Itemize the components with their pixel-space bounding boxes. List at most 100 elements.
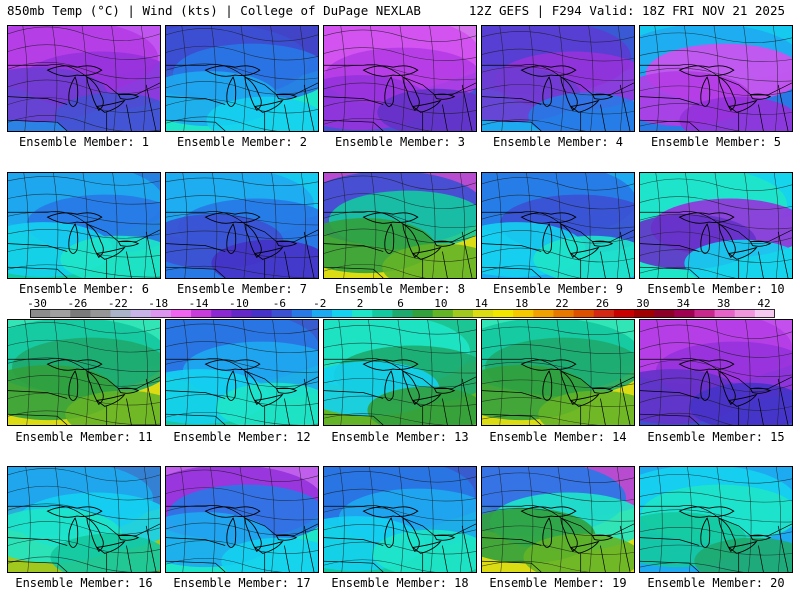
- wind-streamline: [430, 173, 436, 278]
- colorbar-swatch: [553, 309, 575, 318]
- wind-streamline: [617, 26, 624, 131]
- wind-streamline: [482, 247, 634, 263]
- great-lakes-outline: [253, 246, 284, 260]
- great-lakes-outline: [718, 370, 736, 406]
- ensemble-member-label: Ensemble Member: 9: [492, 282, 624, 296]
- wind-streamline: [166, 394, 318, 406]
- political-border: [324, 537, 424, 572]
- great-lakes-outline: [569, 246, 600, 260]
- wind-streamline: [8, 410, 160, 425]
- great-lakes-outline: [86, 76, 104, 112]
- political-border: [324, 505, 476, 537]
- colorbar-swatch: [352, 309, 373, 318]
- political-border: [482, 390, 582, 425]
- wind-streamline: [8, 26, 160, 41]
- political-border: [166, 231, 315, 278]
- wind-streamline: [772, 26, 779, 131]
- great-lakes-outline: [117, 387, 140, 394]
- ensemble-member-label: Ensemble Member: 16: [15, 576, 153, 590]
- colorbar-tick-label: 10: [434, 297, 448, 310]
- great-lakes-outline: [700, 223, 711, 254]
- ensemble-member-map: [481, 172, 635, 279]
- wind-streamline: [301, 320, 308, 425]
- political-border: [640, 84, 789, 131]
- ensemble-member-label: Ensemble Member: 1: [18, 135, 150, 149]
- political-border: [482, 243, 582, 278]
- wind-streamline: [166, 81, 318, 95]
- ensemble-member-label: Ensemble Member: 11: [15, 430, 153, 444]
- great-lakes-outline: [718, 76, 736, 112]
- wind-streamline: [166, 212, 318, 226]
- ensemble-member-label: Ensemble Member: 12: [173, 430, 311, 444]
- great-lakes-outline: [520, 359, 577, 371]
- political-border: [482, 231, 631, 278]
- great-lakes-outline: [591, 534, 614, 541]
- colorbar-swatch: [714, 309, 736, 318]
- wind-streamline: [656, 320, 662, 425]
- great-lakes-outline: [46, 359, 103, 371]
- wind-streamline: [640, 562, 744, 572]
- political-border: [324, 390, 424, 425]
- political-border: [482, 537, 582, 572]
- wind-streamline: [271, 173, 277, 278]
- wind-streamline: [8, 193, 160, 205]
- colorbar-tick-label: 6: [397, 297, 404, 310]
- great-lakes-outline: [95, 540, 126, 554]
- wind-streamline: [482, 48, 634, 62]
- political-border: [324, 378, 473, 425]
- political-border: [166, 96, 266, 131]
- wind-streamline: [526, 173, 532, 278]
- colorbar-swatch: [372, 309, 394, 318]
- wind-streamline: [83, 320, 89, 425]
- wind-streamline: [339, 467, 345, 572]
- wind-streamline: [640, 85, 792, 96]
- ensemble-member-map: [165, 466, 319, 573]
- political-border: [482, 64, 634, 96]
- wind-streamline: [166, 323, 318, 334]
- wind-streamline: [457, 467, 464, 572]
- political-border: [8, 390, 108, 425]
- wind-streamline: [615, 320, 622, 425]
- great-lakes-outline: [244, 223, 262, 259]
- wind-streamline: [299, 26, 306, 131]
- wind-streamline: [456, 320, 463, 425]
- wind-streamline: [745, 320, 751, 425]
- political-border: [640, 505, 792, 537]
- wind-streamline: [687, 467, 693, 572]
- great-lakes-outline: [569, 99, 600, 113]
- wind-streamline: [527, 320, 533, 425]
- colorbar-tick-label: -26: [67, 297, 88, 310]
- colorbar-tick-label: 22: [555, 297, 569, 310]
- wind-streamline: [399, 26, 405, 131]
- wind-streamline: [8, 339, 160, 353]
- wind-streamline: [113, 320, 119, 425]
- wind-streamline: [640, 178, 792, 191]
- wind-streamline: [528, 467, 534, 572]
- wind-streamline: [23, 173, 29, 278]
- ensemble-member-map: [639, 172, 793, 279]
- temperature-shading: [65, 390, 160, 425]
- colorbar-swatch: [593, 309, 615, 318]
- political-border: [166, 243, 266, 278]
- wind-streamline: [324, 246, 476, 262]
- great-lakes-outline: [560, 76, 578, 112]
- ensemble-member-label: Ensemble Member: 18: [331, 576, 469, 590]
- colorbar-swatch: [130, 309, 152, 318]
- great-lakes-outline: [244, 517, 262, 553]
- wind-streamline: [141, 173, 148, 278]
- colorbar-tick-label: 38: [716, 297, 731, 310]
- wind-streamline: [166, 177, 318, 187]
- wind-streamline: [482, 379, 634, 388]
- wind-streamline: [183, 320, 189, 425]
- great-lakes-outline: [560, 517, 578, 553]
- temperature-shading: [206, 96, 318, 131]
- great-lakes-outline: [362, 506, 419, 518]
- great-lakes-outline: [411, 99, 442, 113]
- great-lakes-outline: [253, 99, 284, 113]
- wind-streamline: [640, 67, 792, 82]
- temperature-shading: [533, 235, 634, 278]
- colorbar-swatch: [70, 309, 92, 318]
- political-border: [482, 378, 631, 425]
- ensemble-member-map: [323, 25, 477, 132]
- wind-streamline: [140, 26, 147, 131]
